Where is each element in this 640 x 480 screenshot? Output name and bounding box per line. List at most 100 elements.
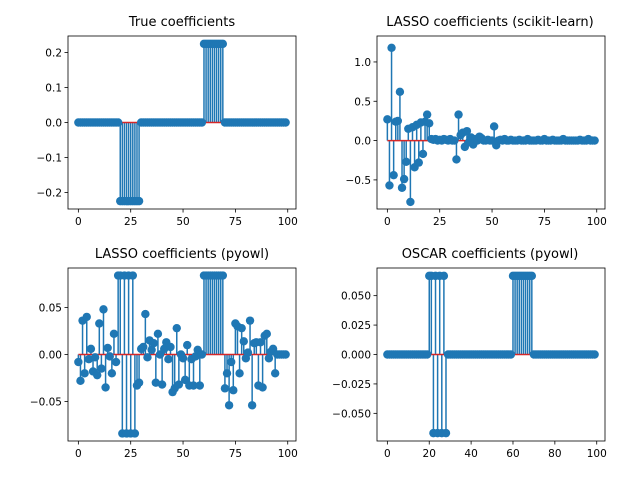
x-tick-label: 75 <box>229 448 242 460</box>
data-point <box>74 357 83 367</box>
subplot-title: LASSO coefficients (scikit-learn) <box>386 15 594 30</box>
x-tick-label: 0 <box>384 216 391 228</box>
data-point <box>227 357 236 367</box>
data-point <box>195 381 204 390</box>
data-point <box>141 309 150 319</box>
data-point <box>134 196 144 206</box>
y-tick-label: −0.05 <box>30 397 62 409</box>
data-point <box>105 352 114 361</box>
y-tick-label: 0.025 <box>341 320 371 332</box>
data-point <box>183 340 192 350</box>
data-point <box>130 429 140 438</box>
y-tick-label: 1.0 <box>354 57 371 69</box>
x-tick-label: 75 <box>538 216 551 228</box>
stem-markers <box>74 39 290 206</box>
data-point <box>90 353 100 362</box>
data-point <box>399 174 409 184</box>
data-point <box>462 126 472 136</box>
data-point <box>149 339 158 348</box>
y-tick-label: −0.1 <box>37 152 63 164</box>
x-tick-label: 40 <box>464 448 477 460</box>
data-point <box>107 369 117 378</box>
data-point <box>258 383 267 392</box>
data-point <box>178 354 188 363</box>
data-point <box>86 344 96 354</box>
stem-markers <box>383 271 599 438</box>
x-tick-label: 100 <box>587 216 607 228</box>
data-point <box>109 329 119 339</box>
data-point <box>197 118 207 127</box>
data-point <box>164 355 173 364</box>
data-point <box>256 338 265 347</box>
axes-frame <box>376 35 606 210</box>
stem-lines <box>119 43 224 202</box>
data-point <box>197 350 207 359</box>
y-tick-label: 0.050 <box>341 291 371 303</box>
data-point <box>103 343 112 353</box>
x-tick-label: 25 <box>124 448 137 460</box>
data-point <box>383 115 392 124</box>
data-point <box>425 119 434 128</box>
data-point <box>239 337 248 346</box>
subplot-title: OSCAR coefficients (pyowl) <box>402 247 579 262</box>
data-point <box>153 329 163 339</box>
x-tick-label: 75 <box>229 216 242 228</box>
data-point <box>82 312 91 322</box>
data-point <box>134 378 144 387</box>
data-point <box>237 323 246 333</box>
y-tick-label: −0.5 <box>346 175 372 187</box>
data-point <box>422 110 432 119</box>
data-point <box>147 345 156 354</box>
data-point <box>441 428 451 438</box>
y-tick-label: 0.0 <box>45 118 62 130</box>
data-point <box>93 370 102 380</box>
x-tick-label: 0 <box>75 216 82 228</box>
data-point <box>220 384 230 393</box>
data-point <box>506 350 516 359</box>
data-point <box>264 354 274 363</box>
data-point <box>80 369 89 378</box>
y-tick-label: 0.000 <box>341 350 371 362</box>
data-point <box>76 376 85 386</box>
data-point <box>590 350 599 359</box>
x-tick-label: 100 <box>587 448 607 460</box>
data-point <box>101 383 110 392</box>
y-tick-label: 0.1 <box>45 83 62 95</box>
stem-lines <box>428 275 533 434</box>
data-point <box>395 87 405 97</box>
data-point <box>235 369 244 378</box>
data-point <box>95 319 104 328</box>
data-point <box>247 401 257 410</box>
x-tick-label: 50 <box>485 216 498 228</box>
y-tick-label: −0.2 <box>37 187 63 199</box>
data-point <box>128 271 137 280</box>
data-point <box>439 271 449 281</box>
data-point <box>224 401 234 410</box>
subplot-title: True coefficients <box>128 15 236 30</box>
stem-markers <box>383 43 599 207</box>
data-point <box>402 157 411 167</box>
data-point <box>166 342 175 352</box>
data-point <box>157 380 167 389</box>
x-tick-label: 0 <box>75 448 82 460</box>
data-point <box>218 39 228 49</box>
x-tick-label: 20 <box>423 448 436 460</box>
data-point <box>113 118 123 127</box>
data-point <box>222 369 232 378</box>
y-tick-label: 0.2 <box>45 48 62 60</box>
x-tick-label: 60 <box>506 448 519 460</box>
data-point <box>229 386 238 395</box>
data-point <box>414 158 423 167</box>
data-point <box>243 348 253 357</box>
y-tick-label: −0.050 <box>332 408 371 420</box>
data-point <box>99 305 108 314</box>
data-point <box>397 183 407 192</box>
x-tick-label: 80 <box>548 448 561 460</box>
data-point <box>393 116 403 126</box>
data-point <box>270 369 280 378</box>
data-point <box>245 316 255 325</box>
subplot-oscar-pyowl: OSCAR coefficients (pyowl) 0 20 40 60 80 100 −… <box>332 247 607 460</box>
data-point <box>174 380 184 389</box>
